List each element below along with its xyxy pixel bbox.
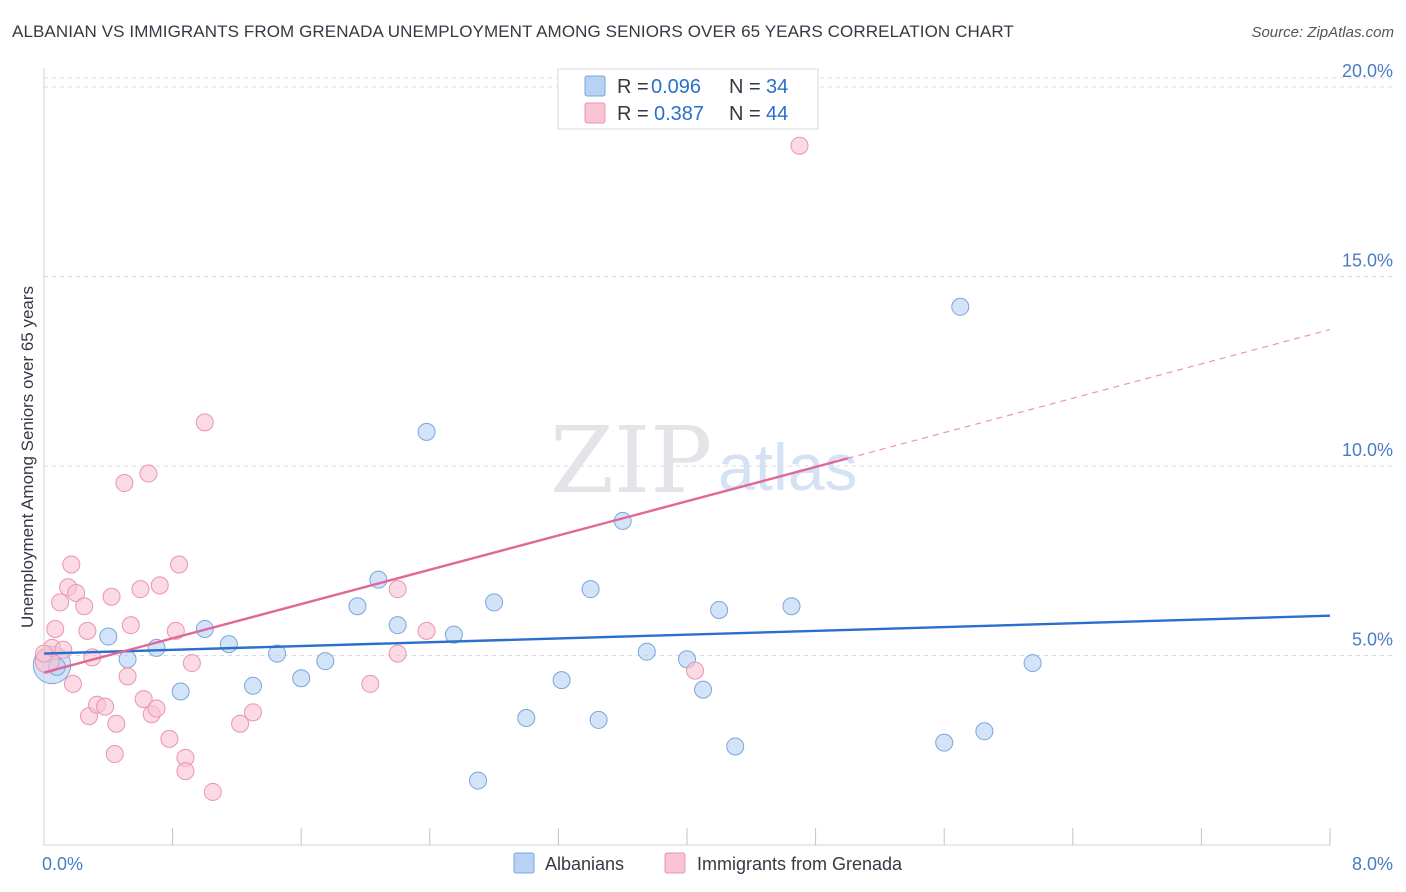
albanians-point-28 (782, 597, 801, 616)
albanians-point-30 (951, 297, 970, 316)
grenada-point-23 (139, 464, 158, 483)
albanians-point-32 (1023, 654, 1042, 673)
bottom-legend-label-grenada: Immigrants from Grenada (697, 854, 903, 874)
source-credit: Source: ZipAtlas.com (1251, 24, 1394, 41)
y-tick-label-2: 15.0% (1342, 250, 1393, 270)
albanians-point-17 (485, 593, 504, 612)
grenada-point-16 (105, 745, 124, 764)
legend-n-label-1: N = (729, 76, 761, 98)
y-tick-label-3: 20.0% (1342, 61, 1393, 81)
albanians-point-25 (694, 680, 713, 699)
trend-lines (43, 328, 1331, 674)
grenada-point-20 (121, 616, 140, 635)
grenada-point-21 (131, 580, 150, 599)
albanians-point-11 (348, 597, 367, 616)
bottom-legend-label-albanians: Albanians (545, 854, 624, 874)
grenada-point-38 (388, 580, 407, 599)
grenada-point-36 (243, 703, 262, 722)
legend-swatch-grenada (584, 102, 606, 124)
albanians-point-8 (268, 644, 287, 663)
albanians-point-9 (292, 669, 311, 688)
grenada-point-6 (62, 555, 81, 574)
grenada-point-4 (54, 640, 73, 659)
grenada-point-25 (147, 699, 166, 718)
grenada-point-19 (118, 667, 137, 686)
albanians-point-20 (581, 580, 600, 599)
albanians-point-6 (219, 635, 238, 654)
chart-title: ALBANIAN VS IMMIGRANTS FROM GRENADA UNEM… (12, 22, 1014, 41)
grenada-point-37 (361, 674, 380, 693)
albanians-point-1 (99, 627, 118, 646)
grenada-point-14 (96, 697, 115, 716)
albanians-points (32, 297, 1042, 790)
albanians-point-14 (417, 422, 436, 441)
legend-r-label-2: R = (617, 103, 649, 125)
albanians-point-16 (469, 771, 488, 790)
bottom-legend: Albanians Immigrants from Grenada (513, 852, 903, 874)
grenada-point-31 (176, 762, 195, 781)
legend-n-value-1: 34 (766, 76, 788, 98)
grenada-point-42 (790, 136, 809, 155)
grenada-point-34 (203, 782, 222, 801)
albanians-point-4 (171, 682, 190, 701)
albanians-point-21 (589, 710, 608, 729)
grenada-point-29 (170, 555, 189, 574)
albanians-trend-line (43, 614, 1331, 655)
legend-n-value-2: 44 (766, 103, 788, 125)
grenada-point-27 (160, 729, 179, 748)
watermark-zip: ZIP (550, 407, 712, 514)
grenada-point-18 (115, 474, 134, 493)
albanians-point-18 (517, 709, 536, 728)
grenada-point-15 (102, 587, 121, 606)
axis-ticks: 5.0% 10.0% 15.0% 20.0% 0.0% 8.0% (42, 61, 1393, 874)
legend-swatch-albanians (584, 75, 606, 97)
grenada-point-2 (46, 619, 65, 638)
albanians-point-2 (118, 650, 137, 669)
albanians-point-10 (316, 652, 335, 671)
grenada-point-40 (417, 621, 436, 640)
grenada-point-3 (51, 593, 70, 612)
legend-r-label-1: R = (617, 76, 649, 98)
grenada-point-39 (388, 644, 407, 663)
watermark-atlas: atlas (718, 430, 857, 504)
legend-r-value-1: 0.096 (651, 76, 701, 98)
grenada-point-41 (686, 661, 705, 680)
grenada-points (34, 136, 809, 801)
albanians-point-19 (552, 671, 571, 690)
grenada-point-22 (134, 690, 153, 709)
y-tick-label-0: 5.0% (1352, 629, 1393, 649)
legend-r-value-2: 0.387 (654, 103, 704, 125)
albanians-point-13 (388, 616, 407, 635)
grenada-trend-line (43, 457, 849, 674)
grenada-point-9 (75, 597, 94, 616)
albanians-point-23 (637, 642, 656, 661)
grenada-trend-line-extrapolated (847, 328, 1331, 459)
grenada-point-26 (150, 576, 169, 595)
albanians-point-27 (726, 737, 745, 756)
bottom-legend-swatch-grenada (664, 852, 686, 874)
albanians-point-31 (975, 722, 994, 741)
grenada-point-8 (67, 583, 86, 602)
grenada-point-10 (78, 621, 97, 640)
albanians-point-29 (935, 733, 954, 752)
x-tick-label-1: 8.0% (1352, 854, 1393, 874)
albanians-point-15 (444, 625, 463, 644)
watermark: ZIP atlas (550, 407, 857, 514)
albanians-point-26 (710, 601, 729, 620)
legend: R = 0.096 N = 34 R = 0.387 N = 44 (557, 68, 819, 130)
legend-n-label-2: N = (729, 103, 761, 125)
grenada-point-35 (231, 714, 250, 733)
albanians-point-7 (243, 676, 262, 695)
x-tick-label-0: 0.0% (42, 854, 83, 874)
grenada-point-17 (107, 714, 126, 733)
grenada-point-32 (182, 654, 201, 673)
grenada-point-7 (63, 674, 82, 693)
grenada-point-33 (195, 413, 214, 432)
y-tick-label-1: 10.0% (1342, 440, 1393, 460)
bottom-legend-swatch-albanians (513, 852, 535, 874)
